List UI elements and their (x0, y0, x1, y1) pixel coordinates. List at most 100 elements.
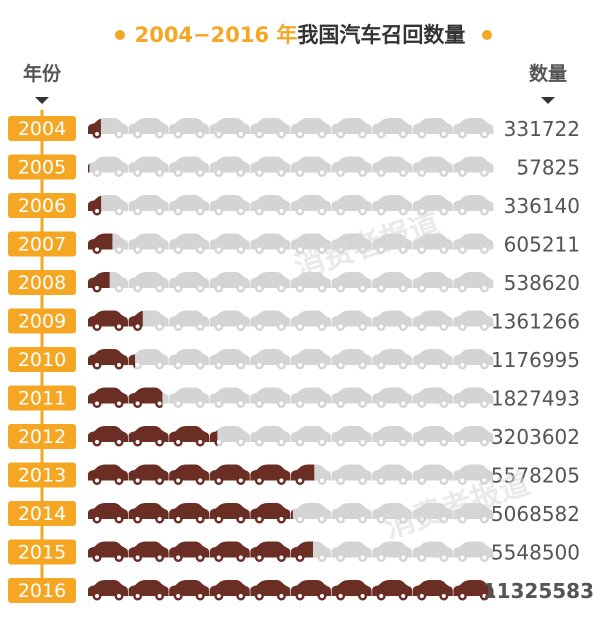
value-label: 336140 (504, 194, 580, 218)
car-icon-empty (453, 195, 494, 216)
car-icon-empty (169, 349, 210, 370)
value-label: 5548500 (491, 541, 580, 565)
year-badge (8, 424, 76, 449)
car-icon-empty (372, 464, 413, 485)
chart-title: 2004−2016 年我国汽车召回数量 (115, 23, 492, 47)
car-icon-empty (412, 118, 453, 139)
car-icon-empty (331, 195, 372, 216)
car-icon-empty (128, 118, 169, 139)
year-label: 2015 (18, 542, 66, 564)
year-badge (8, 308, 76, 334)
car-icon-filled (88, 580, 128, 601)
year-label: 2008 (18, 272, 66, 294)
car-icon-filled (88, 426, 128, 447)
car-icon-filled (88, 195, 128, 216)
car-icon-empty (209, 387, 250, 408)
value-label: 1827493 (491, 387, 580, 411)
car-icon-empty (209, 310, 250, 331)
title-main: 我国汽车召回数量 (297, 23, 465, 47)
car-icon-empty (331, 118, 372, 139)
car-icon-filled (169, 580, 210, 601)
value-label: 605211 (504, 233, 580, 257)
car-icon-filled (291, 503, 331, 524)
car-icon-empty (331, 272, 372, 293)
value-label: 331722 (504, 117, 580, 141)
car-icon-filled (88, 387, 128, 408)
year-badge (8, 539, 76, 565)
car-icon-empty (291, 310, 331, 331)
car-icon-empty (453, 156, 494, 177)
car-icon-filled (128, 580, 169, 601)
watermark-top: 消费者报道 (290, 206, 443, 286)
car-icon-empty (209, 349, 250, 370)
chart-row: 2005 57825 (8, 154, 580, 180)
car-icon-filled (250, 580, 291, 601)
car-icon-empty (128, 272, 169, 293)
car-icon-empty (453, 118, 494, 139)
car-icon-filled (291, 580, 331, 601)
year-label: 2004 (18, 118, 66, 140)
year-label: 2011 (18, 388, 66, 410)
title-years: 2004−2016 年 (135, 23, 298, 47)
year-label: 2016 (18, 580, 66, 602)
car-icon-filled (128, 503, 169, 524)
car-icon-empty (250, 349, 291, 370)
car-icon-empty (291, 156, 331, 177)
car-icon-empty (209, 233, 250, 254)
car-icon-empty (331, 349, 372, 370)
car-icon-filled (250, 464, 291, 485)
car-icon-filled (128, 387, 169, 408)
chart-row: 2006 336140 (8, 193, 580, 218)
car-icon-empty (128, 156, 169, 177)
car-icon-empty (412, 156, 453, 177)
value-label: 11325583 (483, 579, 594, 603)
car-icon-filled (88, 349, 128, 370)
car-icon-empty (372, 195, 413, 216)
car-icon-empty (209, 272, 250, 293)
car-icon-filled (128, 310, 169, 331)
car-icon-filled (291, 541, 331, 562)
value-label: 5068582 (491, 502, 580, 526)
car-icon-filled (88, 118, 128, 139)
car-icon-filled (412, 580, 453, 601)
car-icon-empty (372, 349, 413, 370)
car-icon-empty (331, 503, 372, 524)
car-icon-empty (128, 233, 169, 254)
chart-row: 2007 605211 (8, 231, 580, 257)
car-icon-filled (169, 464, 210, 485)
value-label: 57825 (516, 156, 580, 180)
year-label: 2012 (18, 426, 66, 448)
chart-row: 2004 331722 (8, 116, 580, 141)
car-icon-filled (169, 541, 210, 562)
car-icon-empty (412, 272, 453, 293)
title-left-dot (115, 30, 125, 40)
car-icon-empty (453, 387, 494, 408)
car-icon-empty (250, 118, 291, 139)
car-icon-empty (372, 156, 413, 177)
car-icon-empty (291, 426, 331, 447)
year-badge (8, 385, 76, 411)
car-icon-empty (250, 310, 291, 331)
car-icon-empty (331, 310, 372, 331)
car-icon-empty (291, 387, 331, 408)
car-icon-empty (250, 387, 291, 408)
year-label: 2009 (18, 311, 66, 333)
car-icon-empty (169, 233, 210, 254)
car-icon-empty (169, 272, 210, 293)
car-icon-empty (453, 541, 494, 562)
car-icon-filled (169, 426, 210, 447)
car-icon-empty (291, 349, 331, 370)
car-icon-filled (372, 580, 413, 601)
car-icon-filled (88, 541, 128, 562)
car-icon-empty (209, 156, 250, 177)
year-label: 2006 (18, 195, 66, 217)
chart-row: 2008 538620 (8, 270, 580, 295)
car-icon-empty (412, 310, 453, 331)
chart-row: 2009 1361266 (8, 308, 580, 334)
chart-row: 2016 11325583 (8, 578, 594, 603)
title-text: 2004−2016 年我国汽车召回数量 (135, 23, 466, 47)
car-icon-empty (250, 195, 291, 216)
car-icon-empty (331, 541, 372, 562)
year-column-label: 年份 (23, 62, 62, 85)
